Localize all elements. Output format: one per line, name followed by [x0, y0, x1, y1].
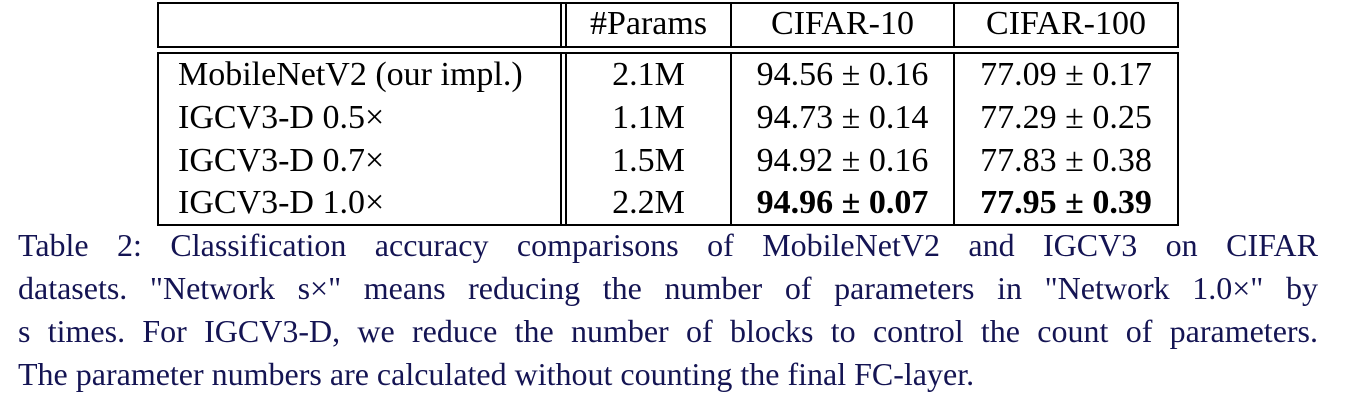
table-row-params: 1.1M: [612, 99, 685, 136]
double-rule-a: [560, 2, 562, 48]
right-border: [1177, 2, 1179, 48]
table-row-cifar10: 94.56 ± 0.16: [756, 56, 929, 93]
header-bottom-rule: [157, 46, 1179, 48]
results-table: #Params CIFAR-10 CIFAR-100 MobileNetV2 (…: [157, 2, 1179, 226]
table-caption: Table 2: Classification accuracy compari…: [18, 224, 1318, 396]
table-row-params: 2.1M: [612, 56, 685, 93]
body-top-rule: [157, 52, 1179, 54]
table-row-model: IGCV3-D 1.0×: [178, 184, 385, 221]
table-row-cifar100-best: 77.95 ± 0.39: [980, 184, 1152, 221]
table-row-cifar100: 77.83 ± 0.38: [980, 142, 1152, 179]
header-params: #Params: [589, 5, 708, 42]
table-row-model: IGCV3-D 0.5×: [178, 99, 385, 136]
table-row-params: 2.2M: [612, 184, 685, 221]
header-cifar100: CIFAR-100: [986, 5, 1146, 42]
col-rule-2: [953, 52, 955, 226]
left-border: [157, 2, 159, 48]
col-rule-2: [953, 2, 955, 48]
table-row-cifar100: 77.09 ± 0.17: [980, 56, 1152, 93]
table-row-cifar100: 77.29 ± 0.25: [980, 99, 1152, 136]
table-top-rule: [157, 2, 1179, 4]
caption-line: datasets. "Network s×" means reducing th…: [18, 270, 1318, 306]
left-border: [157, 52, 159, 226]
caption-line: Table 2: Classification accuracy compari…: [18, 227, 1318, 263]
table-bottom-rule: [157, 224, 1179, 226]
col-rule-1: [730, 2, 732, 48]
table-row-model: IGCV3-D 0.7×: [178, 142, 385, 179]
table-row-params: 1.5M: [612, 142, 685, 179]
double-rule-a: [560, 52, 562, 226]
table-row-cifar10: 94.73 ± 0.14: [756, 99, 929, 136]
table-row-cifar10-best: 94.96 ± 0.07: [756, 184, 929, 221]
caption-line: s times. For IGCV3-D, we reduce the numb…: [18, 313, 1318, 349]
caption-line: The parameter numbers are calculated wit…: [18, 356, 975, 392]
header-cifar10: CIFAR-10: [771, 5, 914, 42]
double-rule-b: [565, 2, 567, 48]
col-rule-1: [730, 52, 732, 226]
table-row-model: MobileNetV2 (our impl.): [178, 56, 523, 93]
right-border: [1177, 52, 1179, 226]
table-row-cifar10: 94.92 ± 0.16: [756, 142, 929, 179]
double-rule-b: [565, 52, 567, 226]
